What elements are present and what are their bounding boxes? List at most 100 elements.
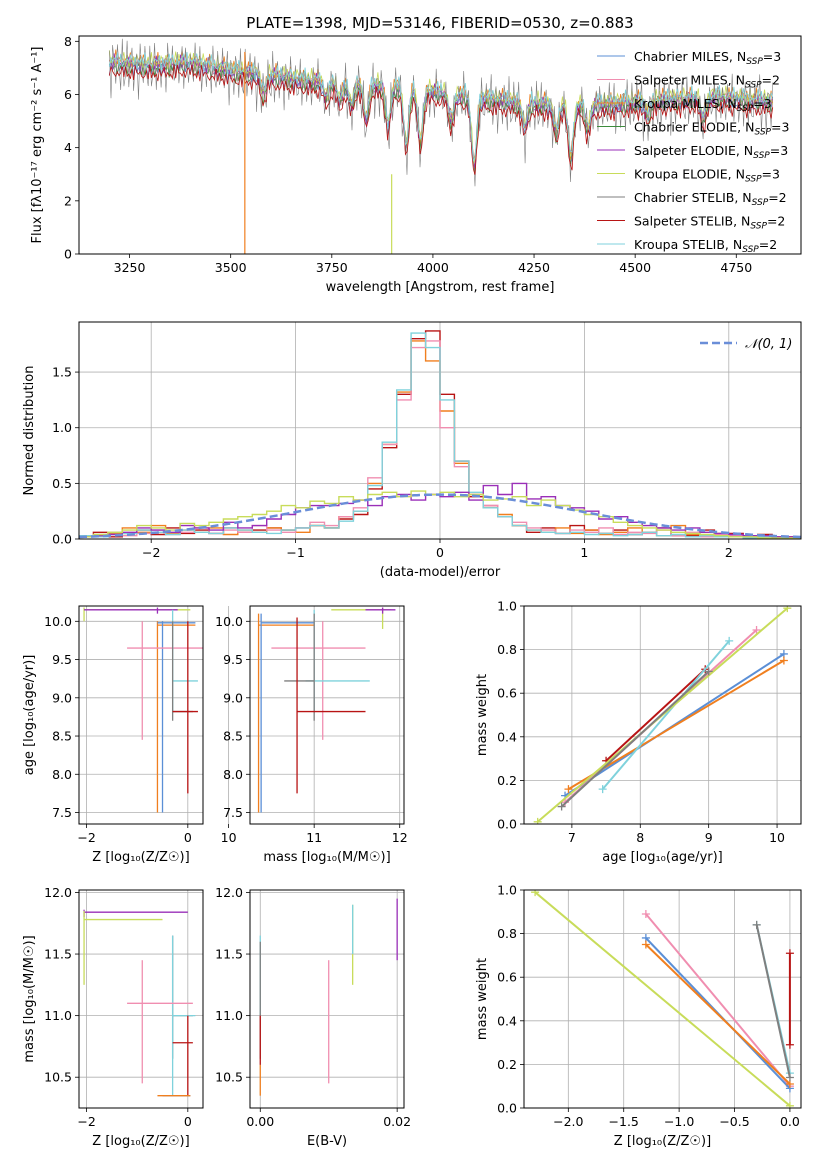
y-tick-label: 1.0 (497, 599, 517, 614)
axes-frame (249, 889, 405, 1109)
x-tick-label: 0 (184, 1114, 192, 1129)
weight-marker (564, 785, 573, 794)
x-tick-label: 0 (436, 545, 444, 560)
weight-marker (641, 909, 650, 918)
y-tick-label: 8.0 (52, 767, 72, 782)
ticks-mass-vs-ebv: 0.00 0.02 10.5 11.0 11.5 12.0 (215, 885, 411, 1129)
x-tick-label: −2.0 (553, 1114, 583, 1129)
ticks-spectrum: 3250 3500 3750 4000 4250 4500 4750 0 2 4 6 8 (64, 34, 752, 275)
weight-marker (704, 667, 713, 676)
x-tick-label: 4000 (417, 260, 449, 275)
y-tick-label: 4 (64, 140, 72, 155)
ticks-age-vs-mass: 10 11 12 7.5 8.0 8.5 9.0 9.5 10.0 (215, 614, 408, 845)
x-tick-label: −0.5 (719, 1114, 749, 1129)
weight-marker (785, 1101, 794, 1108)
y-tick-label: 0.2 (497, 773, 517, 788)
weight-line-chabrier_stelib (755, 924, 791, 1078)
plot-area-mass-vs-z (83, 909, 196, 1097)
y-tick-label: 2 (64, 193, 72, 208)
y-tick-label: 1.5 (52, 365, 72, 380)
y-tick-label: 0.2 (497, 1057, 517, 1072)
x-tick-label: 0.02 (383, 1114, 411, 1129)
x-tick-label: 3500 (215, 260, 247, 275)
axes-weight-vs-z: −2.0 −1.5 −1.0 −0.5 0.0 0.0 0.2 0.4 0.6 0.8 1.0 Z [… (475, 883, 802, 1149)
y-tick-label: 0.8 (497, 926, 517, 941)
ticks-residuals: −2 −1 0 1 2 0.0 0.5 1.0 1.5 (52, 365, 733, 560)
y-tick-label: 9.5 (223, 652, 243, 667)
x-tick-label: 0 (184, 830, 192, 845)
weight-marker (557, 802, 566, 811)
weight-marker (725, 636, 734, 645)
x-axis-label: Z [log₁₀(Z/Z☉)] (92, 850, 189, 865)
x-tick-label: −1 (286, 545, 304, 560)
x-axis-label: wavelength [Angstrom, rest frame] (326, 280, 555, 295)
x-tick-label: −2 (77, 830, 95, 845)
x-tick-label: 10 (221, 830, 237, 845)
y-tick-label: 8.0 (223, 767, 243, 782)
histogram-kroupa_elodie (79, 490, 801, 539)
y-tick-label: 11.0 (215, 1008, 243, 1023)
x-tick-label: 0.00 (246, 1114, 274, 1129)
spectrum-line-salpeter_stelib (108, 64, 774, 175)
x-axis-label: mass [log₁₀(M/M☉)] (263, 850, 390, 865)
legend-label: Kroupa ELODIE, NSSP=3 (634, 167, 780, 185)
plot-area-mass-vs-ebv (259, 898, 398, 1096)
y-tick-label: 8.5 (52, 729, 72, 744)
x-tick-label: 10 (769, 830, 785, 845)
legend-label: Chabrier ELODIE, NSSP=3 (634, 120, 789, 138)
weight-marker (533, 817, 542, 824)
y-tick-label: 1.0 (52, 420, 72, 435)
grid-age-vs-mass (228, 606, 404, 824)
weight-marker (641, 940, 650, 949)
axes-frame (78, 605, 204, 825)
axes-frame (523, 889, 802, 1109)
y-axis-label: mass [log₁₀(M/M☉)] (22, 935, 37, 1062)
x-axis-label: E(B-V) (307, 1134, 347, 1149)
axes-frame (78, 35, 802, 255)
x-tick-label: 0.0 (780, 1114, 800, 1129)
plot-area-weight-vs-z (531, 890, 794, 1108)
y-axis-label: age [log₁₀(age/yr)] (22, 655, 37, 776)
y-tick-label: 7.5 (223, 805, 243, 820)
y-tick-label: 0.8 (497, 642, 517, 657)
gaussian-curve (79, 493, 801, 539)
x-tick-label: 4250 (518, 260, 550, 275)
y-tick-label: 8 (64, 34, 72, 49)
y-axis-label: Flux [fλ10⁻¹⁷ erg cm⁻² s⁻¹ A⁻¹] (30, 47, 45, 244)
weight-marker (783, 606, 792, 613)
spectrum-line-kroupa_elodie (108, 50, 774, 165)
x-axis-label: Z [log₁₀(Z/Z☉)] (92, 1134, 189, 1149)
spectrum-title: PLATE=1398, MJD=53146, FIBERID=0530, z=0… (246, 14, 633, 32)
weight-line-kroupa_miles (645, 943, 791, 1085)
histogram-kroupa_stelib (79, 332, 801, 539)
y-tick-label: 11.5 (44, 947, 72, 962)
y-axis-label: mass weight (475, 674, 490, 756)
weight-marker (752, 920, 761, 929)
y-tick-label: 0.4 (497, 1013, 517, 1028)
axes-mass-vs-ebv: 0.00 0.02 10.5 11.0 11.5 12.0 E(B-V) (215, 885, 411, 1149)
x-tick-label: 12 (392, 830, 408, 845)
weight-line-kroupa_stelib (601, 640, 730, 790)
y-axis-label: mass weight (475, 958, 490, 1040)
y-tick-label: 11.0 (44, 1008, 72, 1023)
x-tick-label: 8 (636, 830, 644, 845)
legend-label: Salpeter STELIB, NSSP=2 (634, 214, 785, 232)
y-tick-label: 7.5 (52, 805, 72, 820)
y-tick-label: 1.0 (497, 883, 517, 898)
weight-marker (531, 890, 540, 897)
spectrum-legend: Chabrier MILES, NSSP=3 Salpeter MILES, NS… (597, 49, 789, 255)
axes-weight-vs-age: 7 8 9 10 0.0 0.2 0.4 0.6 0.8 1.0 age [log₁₀(age/yr… (475, 599, 802, 865)
y-axis-label: Normed distribution (22, 366, 37, 496)
weight-line-salpeter_stelib (605, 668, 706, 762)
x-tick-label: 4750 (720, 260, 752, 275)
legend-label: Salpeter MILES, NSSP=2 (634, 73, 780, 91)
y-tick-label: 9.5 (52, 652, 72, 667)
axes-frame (249, 605, 405, 825)
axes-frame (78, 889, 204, 1109)
legend-label: Chabrier MILES, NSSP=3 (634, 49, 781, 67)
residuals-legend: 𝒩(0, 1) (700, 337, 792, 352)
y-tick-label: 9.0 (52, 690, 72, 705)
y-tick-label: 12.0 (44, 885, 72, 900)
x-tick-label: 1 (580, 545, 588, 560)
